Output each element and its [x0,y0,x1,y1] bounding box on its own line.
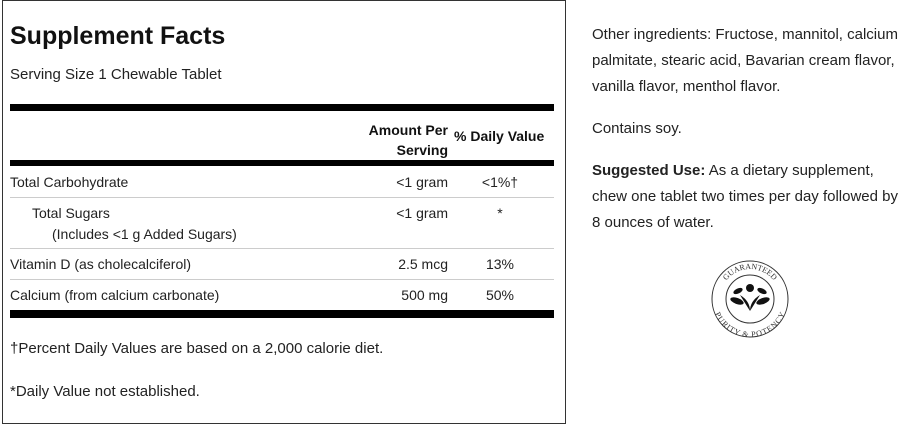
thick-divider [10,310,554,318]
nutrient-amount: 2.5 mcg [398,256,448,272]
serving-size: Serving Size 1 Chewable Tablet [10,66,222,83]
thick-divider [10,104,554,111]
nutrient-dv: 50% [485,287,515,303]
nutrient-subtext: (Includes <1 g Added Sugars) [52,226,237,242]
footnote-daily-values: †Percent Daily Values are based on a 2,0… [10,340,384,357]
seal-top-text: GUARANTEED [721,262,779,282]
nutrient-name: Total Carbohydrate [10,174,129,190]
header-line: Serving [396,142,448,158]
nutrient-name: Calcium (from calcium carbonate) [10,287,220,303]
supplement-facts-panel [2,0,566,424]
row-divider [10,248,554,249]
header-line: Amount Per [368,122,448,138]
daily-value-header: % Daily Value [454,128,545,144]
svg-text:GUARANTEED: GUARANTEED [721,262,779,282]
nutrient-dv: * [497,205,503,221]
suggested-use-text: As a dietary supplement, chew one tablet… [592,162,898,231]
nutrient-dv: 13% [485,256,515,272]
suggested-use-label: Suggested Use: [592,162,706,179]
footnote-not-established: *Daily Value not established. [10,383,200,400]
row-divider [10,197,554,198]
nutrient-name: Vitamin D (as cholecalciferol) [10,256,192,272]
suggested-use: Suggested Use: As a dietary supplement, … [592,158,907,236]
other-ingredients: Other ingredients: Fructose, mannitol, c… [592,26,898,95]
nutrient-amount: <1 gram [396,205,448,221]
nutrient-amount: <1 gram [396,174,448,190]
svg-text:PURITY & POTENCY: PURITY & POTENCY [713,310,787,339]
guaranteed-purity-seal-icon: GUARANTEED PURITY & POTENCY [711,260,789,339]
nutrient-dv: <1%† [481,174,519,190]
allergen-notice: Contains soy. [592,120,682,137]
nutrient-amount: 500 mg [401,287,448,303]
nutrient-name: Total Sugars [32,205,110,221]
amount-per-serving-header: Amount Per Serving [340,120,448,160]
seal-bottom-text: PURITY & POTENCY [713,310,787,339]
ingredients-info: Other ingredients: Fructose, mannitol, c… [592,22,907,252]
facts-title: Supplement Facts [10,22,226,50]
row-divider [10,279,554,280]
medium-divider [10,160,554,166]
